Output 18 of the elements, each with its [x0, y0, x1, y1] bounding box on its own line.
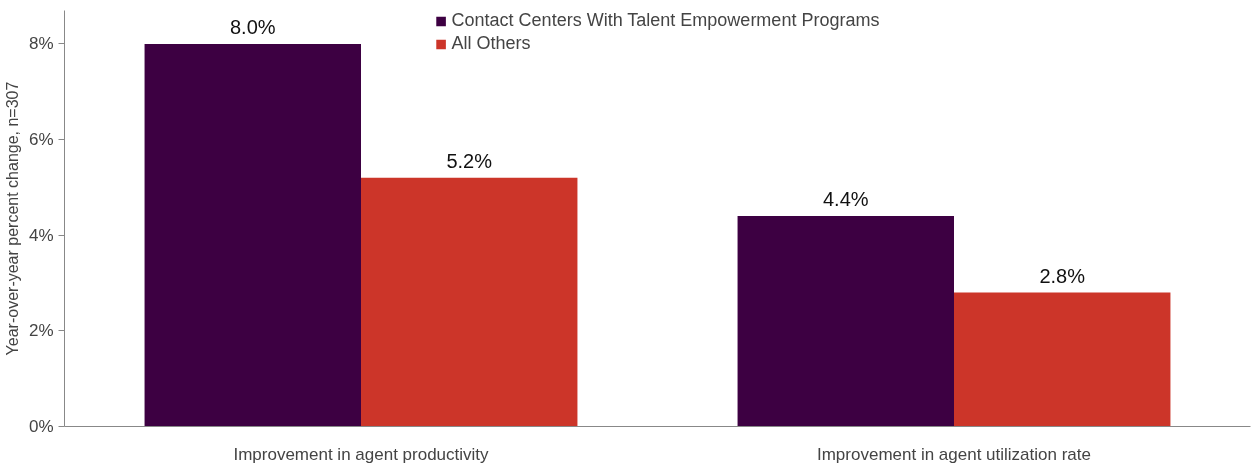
- legend-label: Contact Centers With Talent Empowerment Programs: [451, 10, 880, 31]
- data-label: 5.2%: [446, 149, 493, 172]
- y-tick-label: 8%: [28, 34, 54, 54]
- y-tick-label: 2%: [28, 321, 54, 341]
- y-tick-label: 6%: [28, 130, 54, 150]
- legend-label: All Others: [451, 33, 531, 54]
- data-label: 2.8%: [1039, 264, 1086, 287]
- data-label: 8.0%: [229, 15, 276, 38]
- y-axis-title: Year-over-year percent change, n=307: [3, 81, 21, 356]
- x-tick-label: Improvement in agent productivity: [233, 444, 490, 464]
- y-tick-label: 0%: [28, 417, 54, 436]
- bar: [144, 43, 361, 427]
- bar: [737, 216, 954, 427]
- y-tick-label: 4%: [28, 225, 54, 245]
- bar: [954, 292, 1171, 427]
- bar: [361, 177, 578, 427]
- x-tick-label: Improvement in agent utilization rate: [816, 444, 1092, 464]
- data-label: 4.4%: [822, 188, 869, 211]
